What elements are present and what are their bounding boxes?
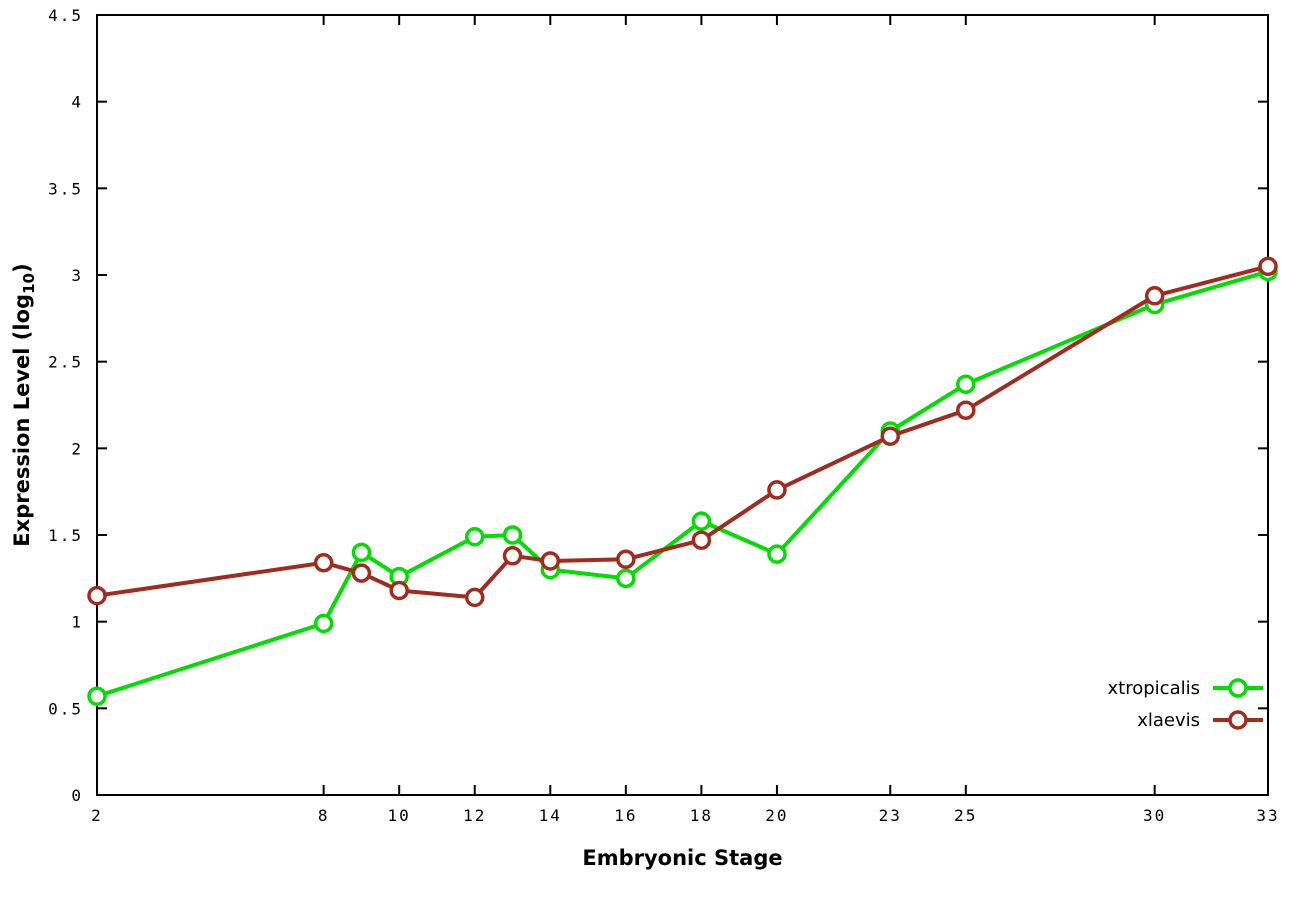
data-point-xtropicalis [956, 374, 976, 394]
data-point-xlaevis [313, 552, 334, 573]
y-tick-label: 4 [71, 93, 83, 112]
legend-marker-xtropicalis [1213, 678, 1263, 698]
y-tick-label: 2 [71, 439, 83, 458]
data-point-xlaevis [87, 585, 107, 606]
y-tick-label: 3 [71, 266, 83, 285]
y-tick-label: 1 [71, 613, 83, 632]
data-point-xlaevis [389, 580, 409, 601]
legend: xtropicalis xlaevis [1108, 676, 1266, 732]
data-point-xtropicalis [313, 613, 334, 634]
y-tick-label: 0.5 [48, 699, 83, 718]
x-tick-label: 12 [463, 806, 486, 825]
x-tick-label: 23 [879, 806, 902, 825]
y-axis-label-close: ) [9, 263, 34, 273]
data-point-xlaevis [880, 426, 901, 446]
y-tick-label: 0 [71, 786, 83, 805]
x-axis-label: Embryonic Stage [582, 846, 783, 870]
data-point-xlaevis [691, 530, 712, 550]
y-tick-label: 3.5 [48, 179, 83, 198]
x-tick-label: 30 [1143, 806, 1166, 825]
y-axis-label: Expression Level (log10) [10, 263, 38, 546]
y-axis-label-main: Expression Level (log [9, 293, 34, 547]
data-point-xtropicalis [502, 525, 523, 545]
data-point-xlaevis [767, 480, 787, 500]
legend-item-xtropicalis: xtropicalis [1108, 676, 1266, 700]
legend-item-xlaevis: xlaevis [1137, 708, 1266, 732]
data-point-xtropicalis [616, 568, 636, 589]
x-tick-label: 18 [690, 806, 713, 825]
data-point-xtropicalis [464, 526, 485, 547]
data-point-xlaevis [351, 563, 372, 583]
axes: 2 8 10 12 14 16 18 20 23 25 30 33 0 0.5 1 1.5 2 2.5 3 3.5 4 4… [48, 6, 1279, 825]
y-tick-label: 2.5 [48, 353, 83, 372]
x-tick-label: 20 [765, 806, 788, 825]
data-point-xlaevis [616, 549, 636, 570]
legend-label-xlaevis: xlaevis [1137, 709, 1200, 731]
y-tick-label: 4.5 [48, 6, 83, 25]
x-tick-label: 33 [1256, 806, 1279, 825]
data-point-xlaevis [1258, 256, 1278, 277]
data-point-xtropicalis [351, 542, 372, 563]
x-tick-label: 10 [388, 806, 411, 825]
data-point-xlaevis [502, 546, 523, 566]
legend-marker-xlaevis [1213, 710, 1263, 730]
y-axis-label-subscript: 10 [20, 272, 39, 294]
legend-label-xtropicalis: xtropicalis [1107, 677, 1200, 699]
data-point-xlaevis [1144, 286, 1165, 306]
data-point-xtropicalis [691, 511, 712, 531]
x-tick-label: 8 [318, 806, 330, 825]
series-xlaevis [87, 256, 1278, 608]
data-point-xtropicalis [767, 544, 787, 564]
y-tick-label: 1.5 [48, 526, 83, 545]
data-point-xlaevis [464, 587, 485, 608]
x-tick-label: 2 [91, 806, 103, 825]
data-point-xlaevis [956, 400, 976, 420]
x-tick-label: 14 [539, 806, 562, 825]
data-point-xlaevis [540, 551, 561, 571]
x-tick-label: 25 [954, 806, 977, 825]
data-point-xtropicalis [87, 686, 107, 706]
x-tick-label: 16 [614, 806, 637, 825]
